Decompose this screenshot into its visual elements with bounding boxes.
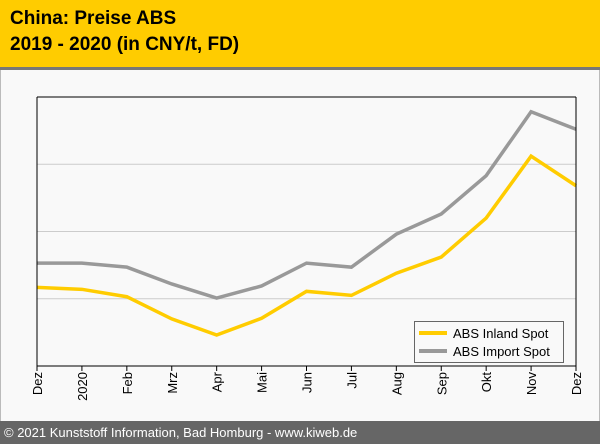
x-tick-label: Mai: [255, 372, 270, 393]
x-tick-label: Mrz: [165, 372, 180, 394]
footer-copyright: © 2021 Kunststoff Information, Bad Hombu…: [0, 421, 600, 444]
x-tick-label: 2020: [75, 372, 90, 401]
x-tick-label: Apr: [210, 371, 225, 392]
legend: ABS Inland Spot ABS Import Spot: [414, 321, 564, 363]
legend-label: ABS Inland Spot: [453, 325, 549, 341]
x-tick-label: Aug: [389, 372, 404, 395]
x-tick-label: Jun: [300, 372, 315, 393]
legend-label: ABS Import Spot: [453, 343, 550, 359]
legend-item-inland: ABS Inland Spot: [419, 325, 548, 341]
header: China: Preise ABS 2019 - 2020 (in CNY/t,…: [0, 0, 600, 70]
legend-swatch: [419, 331, 447, 335]
x-tick-label: Nov: [524, 372, 539, 396]
x-tick-label: Sep: [434, 372, 449, 395]
x-tick-label: Dez: [30, 372, 45, 395]
x-tick-label: Dez: [569, 372, 584, 395]
chart-title: China: Preise ABS: [10, 8, 177, 29]
x-tick-label: Okt: [479, 372, 494, 393]
x-tick-label: Jul: [344, 372, 359, 389]
x-tick-label: Feb: [120, 372, 135, 394]
legend-item-import: ABS Import Spot: [419, 343, 550, 359]
chart-subtitle: 2019 - 2020 (in CNY/t, FD): [10, 34, 240, 55]
legend-swatch: [419, 349, 447, 353]
